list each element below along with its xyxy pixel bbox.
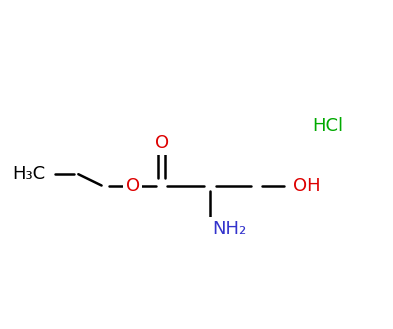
Text: NH₂: NH₂: [212, 220, 246, 238]
Text: HCl: HCl: [313, 117, 344, 135]
Text: OH: OH: [293, 177, 321, 194]
Text: O: O: [125, 177, 140, 194]
Text: H₃C: H₃C: [12, 165, 46, 183]
Text: O: O: [154, 135, 169, 152]
